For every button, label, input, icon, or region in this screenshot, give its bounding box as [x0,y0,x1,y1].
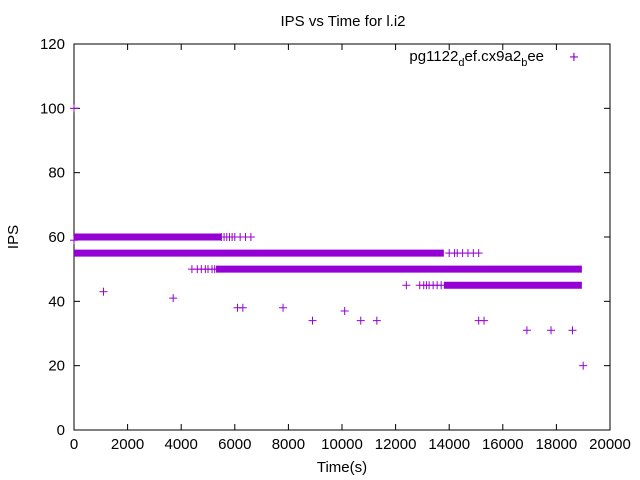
legend-marker [570,53,578,61]
x-tick-label: 4000 [165,436,198,453]
y-tick-label: 100 [40,100,65,117]
y-tick-label: 120 [40,36,65,53]
data-point [210,265,219,274]
y-axis-title: IPS [5,225,22,249]
data-point [99,287,108,296]
chart-title: IPS vs Time for l.i2 [280,13,405,30]
x-tick-label: 6000 [218,436,251,453]
data-point [70,236,78,245]
y-tick-label: 60 [48,229,65,246]
legend-label: pg1122def.cx9a2bee [409,48,544,69]
x-tick-label: 14000 [428,436,470,453]
data-point [480,316,489,325]
data-point [579,361,588,370]
legend-marker-plus [570,53,578,61]
x-tick-label: 16000 [482,436,524,453]
x-tick-label: 20000 [589,436,631,453]
y-tick-label: 20 [48,358,65,375]
x-tick-label: 10000 [321,436,363,453]
data-point [437,281,446,290]
data-point [547,326,556,335]
x-axis-title: Time(s) [317,459,367,476]
y-axis: 0 20 40 60 80 100 120 [40,36,610,439]
data-point [308,316,317,325]
data-point [246,233,255,241]
data-point [70,104,78,113]
x-tick-label: 18000 [536,436,578,453]
data-point [340,306,349,315]
x-axis: 0 2000 4000 6000 8000 10000 12000 14000 16000 180… [70,44,631,453]
data-point [279,303,288,312]
data-point [522,326,531,335]
y-tick-label: 80 [48,165,65,182]
y-tick-label: 40 [48,293,65,310]
data-point [169,294,178,303]
data-point [402,281,411,290]
data-point [474,249,483,258]
legend: pg1122def.cx9a2bee [409,48,578,69]
data-point [356,316,365,325]
data-point [372,316,381,325]
x-tick-label: 12000 [375,436,417,453]
x-tick-label: 8000 [272,436,305,453]
data-point [238,303,247,312]
y-tick-label: 0 [57,422,65,439]
data-point [568,326,577,335]
x-tick-label: 0 [70,436,78,453]
x-tick-label: 2000 [111,436,144,453]
plot-area [70,52,588,370]
